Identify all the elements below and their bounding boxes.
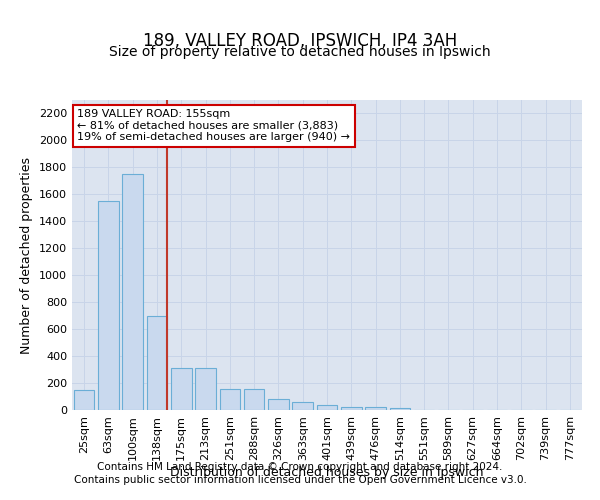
Y-axis label: Number of detached properties: Number of detached properties	[20, 156, 34, 354]
Text: Contains public sector information licensed under the Open Government Licence v3: Contains public sector information licen…	[74, 475, 526, 485]
Text: Size of property relative to detached houses in Ipswich: Size of property relative to detached ho…	[109, 45, 491, 59]
Bar	[389, 408, 410, 410]
Text: 189, VALLEY ROAD, IPSWICH, IP4 3AH: 189, VALLEY ROAD, IPSWICH, IP4 3AH	[143, 32, 457, 50]
Bar	[98, 201, 119, 410]
Bar	[244, 389, 265, 410]
Bar	[268, 398, 289, 410]
Bar	[341, 406, 362, 410]
X-axis label: Distribution of detached houses by size in Ipswich: Distribution of detached houses by size …	[170, 466, 484, 478]
Text: Contains HM Land Registry data © Crown copyright and database right 2024.: Contains HM Land Registry data © Crown c…	[97, 462, 503, 472]
Bar	[146, 316, 167, 410]
Text: 189 VALLEY ROAD: 155sqm
← 81% of detached houses are smaller (3,883)
19% of semi: 189 VALLEY ROAD: 155sqm ← 81% of detache…	[77, 110, 350, 142]
Bar	[317, 404, 337, 410]
Bar	[292, 402, 313, 410]
Bar	[122, 174, 143, 410]
Bar	[195, 368, 216, 410]
Bar	[74, 390, 94, 410]
Bar	[171, 368, 191, 410]
Bar	[365, 408, 386, 410]
Bar	[220, 389, 240, 410]
